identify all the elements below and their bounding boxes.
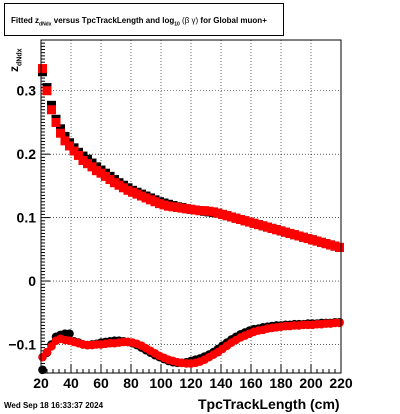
data-point-square <box>42 86 52 96</box>
x-tick-label: 140 <box>209 375 233 391</box>
x-tick-label: 20 <box>33 375 49 391</box>
data-point-square <box>74 150 83 160</box>
x-tick-label: 60 <box>93 375 109 391</box>
x-tick-label: 200 <box>299 375 323 391</box>
data-point-square <box>38 64 47 74</box>
x-tick-label: 120 <box>179 375 203 391</box>
y-axis-label: zdNdx <box>7 49 23 73</box>
x-tick-label: 160 <box>239 375 263 391</box>
y-tick-label: 0.1 <box>17 210 37 226</box>
data-point-square <box>47 105 56 115</box>
title-box: Fitted zdNdx versus TpcTrackLength and l… <box>4 3 284 36</box>
chart-title: Fitted zdNdx versus TpcTrackLength and l… <box>11 16 267 28</box>
data-point-square <box>51 117 61 127</box>
y-tick-label: −0.1 <box>8 336 36 352</box>
title-z-sub: dNdx <box>39 21 52 28</box>
x-tick-label: 40 <box>63 375 79 391</box>
title-beta-gamma: (β γ) <box>182 16 199 25</box>
y-tick-label: 0.2 <box>17 146 37 162</box>
data-point-circle <box>335 318 344 328</box>
y-tick-label: 0.3 <box>17 83 37 99</box>
data-point-square <box>65 141 74 151</box>
data-point-square <box>56 128 65 138</box>
title-suffix: for Global muon+ <box>200 16 267 25</box>
x-axis-label: TpcTrackLength (cm) <box>198 396 340 412</box>
tick-labels: 20 40 60 80 100 120 140 160 180 200 220 −0.1 0 0.1 0.2… <box>8 83 353 391</box>
x-tick-label: 180 <box>269 375 293 391</box>
grid-lines <box>41 40 341 373</box>
y-axis-label-main: z <box>7 66 21 72</box>
title-prefix: Fitted <box>11 16 33 25</box>
title-z: z <box>35 16 40 25</box>
title-log-sub: 10 <box>174 21 180 28</box>
data-point-square <box>60 136 70 146</box>
x-tick-label: 80 <box>123 375 139 391</box>
series-2 <box>38 64 344 252</box>
data-points <box>38 64 344 375</box>
plot-frame <box>40 39 342 374</box>
y-axis-label-sub: dNdx <box>16 48 24 67</box>
data-point-square <box>335 242 344 252</box>
y-tick-label: 0 <box>28 273 36 289</box>
title-middle: versus TpcTrackLength and log <box>53 16 175 25</box>
data-point-circle <box>38 365 47 375</box>
series-4 <box>38 318 344 368</box>
x-tick-label: 220 <box>329 375 353 391</box>
data-point-circle <box>65 329 74 338</box>
footer-timestamp: Wed Sep 18 16:33:37 2024 <box>4 401 104 410</box>
x-tick-label: 100 <box>149 375 173 391</box>
